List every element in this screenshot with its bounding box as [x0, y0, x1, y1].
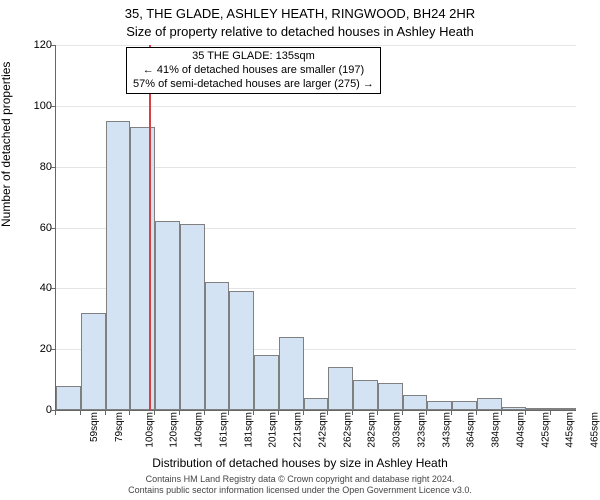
- y-tick-mark: [50, 288, 55, 289]
- histogram-bar: [526, 408, 551, 410]
- annotation-line: ← 41% of detached houses are smaller (19…: [133, 64, 374, 78]
- chart-root: 35, THE GLADE, ASHLEY HEATH, RINGWOOD, B…: [0, 0, 600, 500]
- x-tick-label: 221sqm: [293, 412, 304, 448]
- x-tick-label: 425sqm: [540, 412, 551, 448]
- x-axis-label: Distribution of detached houses by size …: [0, 456, 600, 470]
- x-tick-label: 201sqm: [268, 412, 279, 448]
- x-tick-mark: [278, 410, 279, 415]
- histogram-bar: [403, 395, 428, 410]
- x-tick-mark: [253, 410, 254, 415]
- x-tick-mark: [327, 410, 328, 415]
- y-tick-mark: [50, 45, 55, 46]
- x-tick-mark: [426, 410, 427, 415]
- histogram-bar: [427, 401, 452, 410]
- y-tick-label: 100: [12, 100, 52, 112]
- x-tick-label: 59sqm: [89, 412, 100, 442]
- x-tick-label: 343sqm: [441, 412, 452, 448]
- gridline: [56, 45, 576, 46]
- attribution-footer: Contains HM Land Registry data © Crown c…: [0, 474, 600, 496]
- x-tick-label: 282sqm: [367, 412, 378, 448]
- y-tick-label: 0: [12, 404, 52, 416]
- annotation-line: 57% of semi-detached houses are larger (…: [133, 78, 374, 92]
- histogram-bar: [81, 313, 106, 410]
- histogram-bar: [452, 401, 477, 410]
- x-tick-mark: [525, 410, 526, 415]
- x-tick-label: 323sqm: [416, 412, 427, 448]
- x-tick-mark: [228, 410, 229, 415]
- histogram-bar: [180, 224, 205, 410]
- x-tick-label: 161sqm: [218, 412, 229, 448]
- x-tick-mark: [179, 410, 180, 415]
- histogram-bar: [254, 355, 279, 410]
- gridline: [56, 106, 576, 107]
- y-tick-mark: [50, 167, 55, 168]
- x-tick-label: 100sqm: [144, 412, 155, 448]
- x-tick-mark: [352, 410, 353, 415]
- x-tick-mark: [129, 410, 130, 415]
- y-tick-mark: [50, 349, 55, 350]
- attribution-line-1: Contains HM Land Registry data © Crown c…: [0, 474, 600, 485]
- x-tick-label: 140sqm: [194, 412, 205, 448]
- histogram-bar: [551, 408, 576, 410]
- y-tick-label: 20: [12, 343, 52, 355]
- chart-title-sub: Size of property relative to detached ho…: [0, 24, 600, 39]
- x-tick-mark: [402, 410, 403, 415]
- histogram-bar: [304, 398, 329, 410]
- plot-area: 35 THE GLADE: 135sqm← 41% of detached ho…: [55, 45, 576, 411]
- x-tick-mark: [377, 410, 378, 415]
- histogram-bar: [353, 380, 378, 410]
- x-tick-mark: [55, 410, 56, 415]
- y-tick-mark: [50, 228, 55, 229]
- reference-line: [149, 45, 151, 410]
- x-tick-mark: [303, 410, 304, 415]
- x-tick-label: 181sqm: [243, 412, 254, 448]
- x-tick-mark: [550, 410, 551, 415]
- x-tick-label: 465sqm: [590, 412, 600, 448]
- y-axis-label: Number of detached properties: [0, 62, 13, 227]
- annotation-line: 35 THE GLADE: 135sqm: [133, 50, 374, 64]
- annotation-box: 35 THE GLADE: 135sqm← 41% of detached ho…: [126, 47, 381, 94]
- x-tick-label: 120sqm: [169, 412, 180, 448]
- chart-title-main: 35, THE GLADE, ASHLEY HEATH, RINGWOOD, B…: [0, 6, 600, 21]
- histogram-bar: [502, 407, 527, 410]
- x-tick-mark: [154, 410, 155, 415]
- x-tick-label: 303sqm: [392, 412, 403, 448]
- y-tick-label: 60: [12, 222, 52, 234]
- x-tick-mark: [105, 410, 106, 415]
- histogram-bar: [56, 386, 81, 410]
- x-tick-mark: [476, 410, 477, 415]
- x-tick-label: 242sqm: [317, 412, 328, 448]
- attribution-line-2: Contains public sector information licen…: [0, 485, 600, 496]
- histogram-bar: [378, 383, 403, 410]
- x-tick-label: 364sqm: [466, 412, 477, 448]
- histogram-bar: [477, 398, 502, 410]
- y-tick-mark: [50, 106, 55, 107]
- x-tick-label: 79sqm: [114, 412, 125, 442]
- x-tick-mark: [451, 410, 452, 415]
- histogram-bar: [328, 367, 353, 410]
- x-tick-label: 445sqm: [565, 412, 576, 448]
- histogram-bar: [279, 337, 304, 410]
- y-tick-label: 120: [12, 39, 52, 51]
- x-tick-mark: [80, 410, 81, 415]
- histogram-bar: [130, 127, 155, 410]
- y-tick-label: 80: [12, 161, 52, 173]
- x-tick-label: 404sqm: [516, 412, 527, 448]
- x-tick-mark: [501, 410, 502, 415]
- x-tick-label: 384sqm: [491, 412, 502, 448]
- histogram-bar: [106, 121, 131, 410]
- histogram-bar: [205, 282, 230, 410]
- x-tick-mark: [204, 410, 205, 415]
- x-tick-label: 262sqm: [342, 412, 353, 448]
- y-tick-label: 40: [12, 282, 52, 294]
- histogram-bar: [229, 291, 254, 410]
- histogram-bar: [155, 221, 180, 410]
